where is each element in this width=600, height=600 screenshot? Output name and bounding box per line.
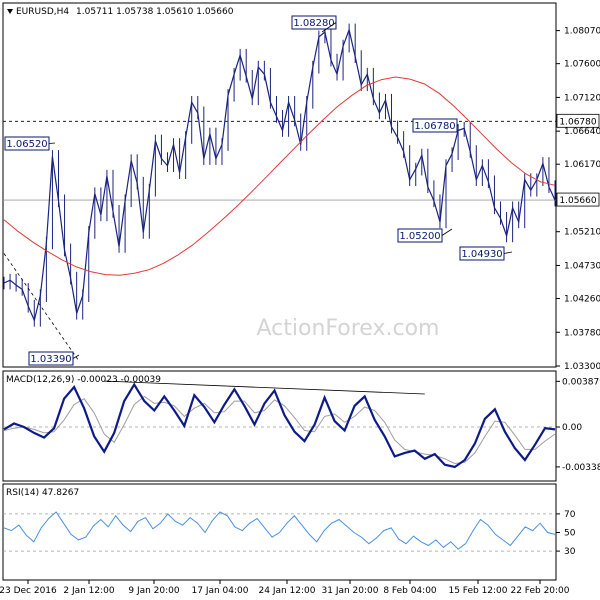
rsi-tick-label: 30 (564, 547, 576, 557)
price-tick-label: 1.04260 (564, 295, 600, 305)
price-annotation-leader (72, 354, 80, 359)
rsi-layer: 70 50 30 RSI(14) 47.8267 (3, 488, 576, 557)
price-annotation-label: 1.08280 (293, 18, 334, 29)
x-tick-label: 15 Feb 12:00 (448, 586, 507, 596)
macd-main-line (3, 382, 556, 469)
price-annotation-leader (321, 22, 337, 33)
watermark: ActionForex.com (257, 316, 440, 341)
price-annotation-label: 1.06780 (414, 121, 455, 132)
header-triangle-icon (7, 9, 13, 14)
header-symbol: EURUSD,H4 (16, 7, 69, 17)
x-tick-label: 17 Jan 04:00 (192, 586, 249, 596)
rsi-tick-label: 70 (564, 510, 576, 520)
price-panel-frame (2, 2, 557, 368)
x-tick-label: 22 Feb 20:00 (510, 586, 569, 596)
price-annotation-label: 1.04930 (461, 249, 502, 260)
x-tick-label: 31 Jan 20:00 (322, 586, 379, 596)
chart-header: EURUSD,H4 1.05711 1.05738 1.05610 1.0566… (7, 7, 234, 17)
price-tick-label: 1.07120 (564, 93, 600, 103)
price-annotation-leader (48, 142, 56, 144)
price-tick-label: 1.06640 (564, 127, 600, 137)
moving-average-line (3, 76, 556, 276)
x-tick-label: 8 Feb 04:00 (383, 586, 437, 596)
rsi-tick-label: 50 (564, 529, 576, 539)
price-tick-label: 1.05210 (564, 228, 600, 238)
macd-tick-label: 0.003879 (562, 377, 600, 387)
price-annotation-label: 1.05200 (399, 231, 440, 242)
x-tick-label: 24 Jan 12:00 (259, 586, 316, 596)
level-axis-label: 1.06780 (559, 117, 596, 127)
price-tick-label: 1.07600 (564, 60, 600, 70)
rsi-line (3, 511, 556, 550)
x-tick-label: 9 Jan 20:00 (128, 586, 180, 596)
price-annotation-leader (456, 124, 459, 126)
price-annotation-leader (441, 228, 453, 236)
price-tick-label: 1.06170 (564, 160, 600, 170)
macd-tick-label: 0.00 (562, 423, 582, 433)
macd-trendline (104, 380, 425, 395)
price-annotation-leader (503, 251, 513, 254)
x-tick-label: 2 Jan 12:00 (63, 586, 115, 596)
macd-title: MACD(12,26,9) -0.00023 -0.00039 (6, 375, 161, 385)
x-axis: 23 Dec 2016 2 Jan 12:00 9 Jan 20:00 17 Jan … (0, 580, 570, 596)
price-tick-label: 1.03300 (564, 362, 600, 372)
price-annotation-label: 1.06520 (6, 139, 47, 150)
macd-layer: 0.003879 0.00 -0.003387 MACD(12,26,9) -0.00… (3, 375, 600, 473)
price-line (3, 27, 556, 323)
level-axis-box (556, 113, 600, 128)
current-price-label: 1.05660 (559, 196, 596, 206)
header-ohlc: 1.05711 1.05738 1.05610 1.05660 (76, 7, 234, 17)
current-price-box (556, 192, 600, 207)
price-tick-label: 1.08070 (564, 27, 600, 37)
macd-panel-frame (2, 370, 557, 482)
rsi-title: RSI(14) 47.8267 (6, 488, 79, 498)
macd-tick-label: -0.003387 (562, 463, 600, 473)
price-series-layer: 1.08070 1.07600 1.07120 1.06640 1.06170 1.052… (3, 15, 600, 372)
price-tick-label: 1.03780 (564, 328, 600, 338)
price-tick-label: 1.04730 (564, 261, 600, 271)
price-annotation-label: 1.03390 (30, 354, 71, 365)
x-tick-label: 23 Dec 2016 (0, 586, 57, 596)
